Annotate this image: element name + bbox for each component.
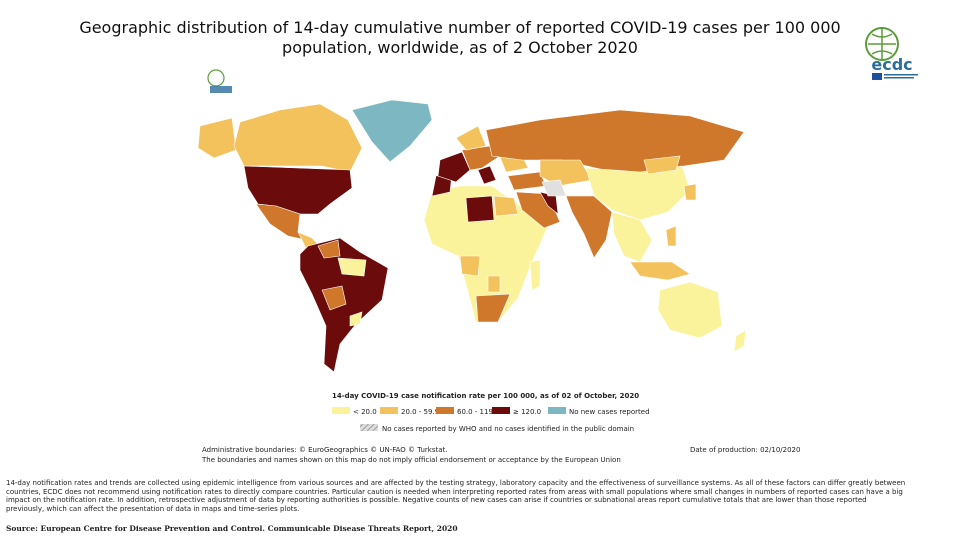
legend-swatch: [548, 407, 566, 414]
legend-title: 14-day COVID-19 case notification rate p…: [332, 392, 639, 400]
legend-label: ≥ 120.0: [513, 408, 541, 416]
map-logo: [207, 69, 232, 93]
legend-swatch: [380, 407, 398, 414]
source: Source: European Centre for Disease Prev…: [6, 524, 458, 533]
legend-swatch: [360, 424, 378, 431]
legend-label: No new cases reported: [569, 408, 650, 416]
legend: < 20.0 20.0 - 59.9 60.0 - 119.9 ≥ 120.0 No n…: [332, 407, 650, 416]
title: Geographic distribution of 14-day cumula…: [79, 18, 841, 57]
legend-swatch: [332, 407, 350, 414]
legend-label: No cases reported by WHO and no cases id…: [382, 425, 634, 433]
countries: [197, 99, 747, 373]
legend-label: 20.0 - 59.9: [401, 408, 439, 416]
credit: The boundaries and names shown on this m…: [201, 456, 621, 464]
logo: ecdc: [865, 27, 918, 80]
legend-swatch: [436, 407, 454, 414]
legend-label: < 20.0: [353, 408, 377, 416]
legend-swatch: [492, 407, 510, 414]
production-date: Date of production: 02/10/2020: [690, 446, 800, 454]
map: 14-day COVID-19 case notification rate p…: [197, 69, 800, 464]
logo-text: ecdc: [871, 55, 912, 74]
page-number: 5: [912, 518, 921, 534]
credit: Administrative boundaries: © EuroGeograp…: [202, 446, 447, 454]
note: 14-day notification rates and trends are…: [6, 479, 906, 513]
legend-label: 60.0 - 119.9: [457, 408, 500, 416]
